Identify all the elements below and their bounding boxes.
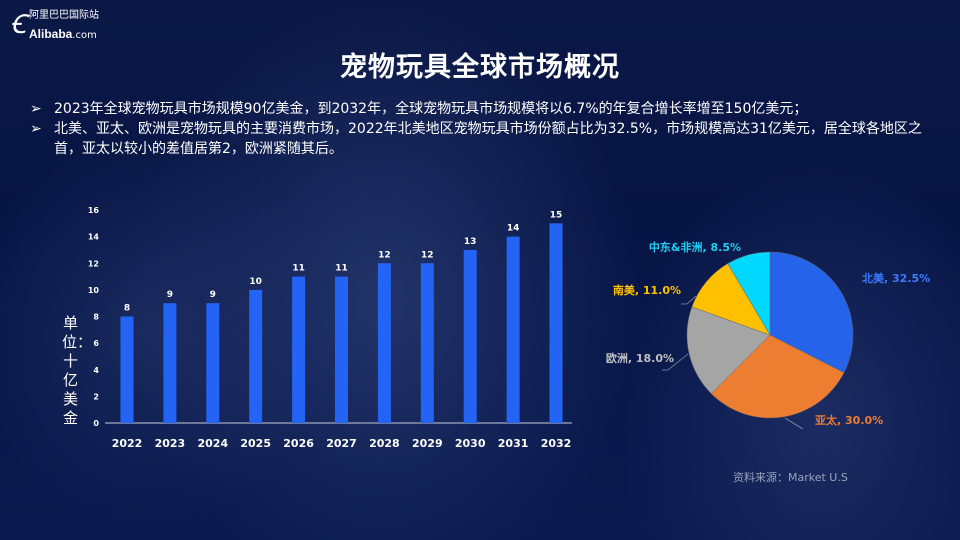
data-label: 11 xyxy=(335,264,348,274)
logo-cn: 阿里巴巴国际站 xyxy=(29,10,99,21)
leader-line xyxy=(681,295,697,305)
x-tick-label: 2025 xyxy=(240,437,271,450)
bar xyxy=(549,223,563,423)
bullet-item: ➢ 2023年全球宠物玩具市场规模90亿美金，到2032年，全球宠物玩具市场规模将… xyxy=(30,99,940,119)
x-tick-label: 2026 xyxy=(283,437,314,450)
bullet-item: ➢ 北美、亚太、欧洲是宠物玩具的主要消费市场，2022年北美地区宠物玩具市场份额占… xyxy=(30,119,940,159)
y-tick-label: 4 xyxy=(93,366,99,375)
x-tick-label: 2030 xyxy=(455,437,486,450)
bar xyxy=(335,276,348,423)
bar xyxy=(377,263,391,423)
leader-line xyxy=(784,417,804,430)
logo-en-line: Alibaba.com xyxy=(29,26,99,42)
pie-label: 亚太, 30.0% xyxy=(815,413,883,427)
data-label: 10 xyxy=(249,277,262,287)
data-label: 9 xyxy=(210,290,216,300)
logo-suffix: .com xyxy=(72,30,97,41)
chevron-right-icon: ➢ xyxy=(30,101,42,117)
data-label: 15 xyxy=(550,210,563,220)
y-tick-label: 2 xyxy=(93,392,99,401)
page-title: 宠物玩具全球市场概况 xyxy=(340,52,620,83)
bullet-list: ➢ 2023年全球宠物玩具市场规模90亿美金，到2032年，全球宠物玩具市场规模将… xyxy=(30,99,940,159)
bar xyxy=(292,276,306,423)
bar xyxy=(120,316,134,423)
data-label: 9 xyxy=(167,290,173,300)
y-tick-label: 6 xyxy=(93,339,99,348)
bar xyxy=(420,263,434,423)
x-tick-label: 2028 xyxy=(369,437,400,450)
pie-slice xyxy=(769,251,854,374)
alibaba-logo: Ꞓ 阿里巴巴国际站 Alibaba.com xyxy=(10,8,99,42)
y-tick-label: 10 xyxy=(88,286,100,295)
data-label: 8 xyxy=(124,304,130,314)
bar xyxy=(463,249,477,423)
alibaba-logo-mark: Ꞓ xyxy=(10,10,26,40)
x-tick-label: 2023 xyxy=(155,437,186,450)
y-tick-label: 8 xyxy=(93,313,99,322)
bar xyxy=(163,303,177,423)
pie-label: 中东&非洲, 8.5% xyxy=(649,240,741,254)
y-tick-label: 0 xyxy=(93,419,99,428)
chevron-right-icon: ➢ xyxy=(30,121,42,137)
data-label: 14 xyxy=(507,224,520,234)
y-tick-label: 16 xyxy=(88,206,100,215)
y-tick-label: 12 xyxy=(88,259,99,268)
data-label: 12 xyxy=(378,250,391,260)
logo-en: Alibaba xyxy=(29,27,73,41)
pie-slice xyxy=(727,251,771,336)
x-tick-label: 2031 xyxy=(498,437,529,450)
data-label: 12 xyxy=(421,250,434,260)
bar xyxy=(206,303,220,423)
pie-label: 南美, 11.0% xyxy=(613,283,681,297)
data-label: 11 xyxy=(292,264,305,274)
x-tick-label: 2022 xyxy=(112,437,143,450)
data-label: 13 xyxy=(464,237,477,247)
bar xyxy=(506,236,520,423)
y-tick-label: 14 xyxy=(88,233,100,242)
pie-slice xyxy=(686,306,771,395)
x-tick-label: 2032 xyxy=(541,437,572,450)
bullet-text: 2023年全球宠物玩具市场规模90亿美金，到2032年，全球宠物玩具市场规模将以… xyxy=(54,101,808,117)
x-tick-label: 2027 xyxy=(326,437,357,450)
bar xyxy=(249,289,263,423)
bullet-text: 北美、亚太、欧洲是宠物玩具的主要消费市场，2022年北美地区宠物玩具市场份额占比… xyxy=(54,121,922,157)
pie-slice xyxy=(710,334,845,419)
pie-label: 欧洲, 18.0% xyxy=(606,351,674,365)
pie-label: 北美, 32.5% xyxy=(862,271,930,285)
x-tick-label: 2029 xyxy=(412,437,443,450)
leader-line xyxy=(662,353,689,371)
source-note: 资料来源：Market U.S xyxy=(733,471,848,484)
x-tick-label: 2024 xyxy=(197,437,228,450)
